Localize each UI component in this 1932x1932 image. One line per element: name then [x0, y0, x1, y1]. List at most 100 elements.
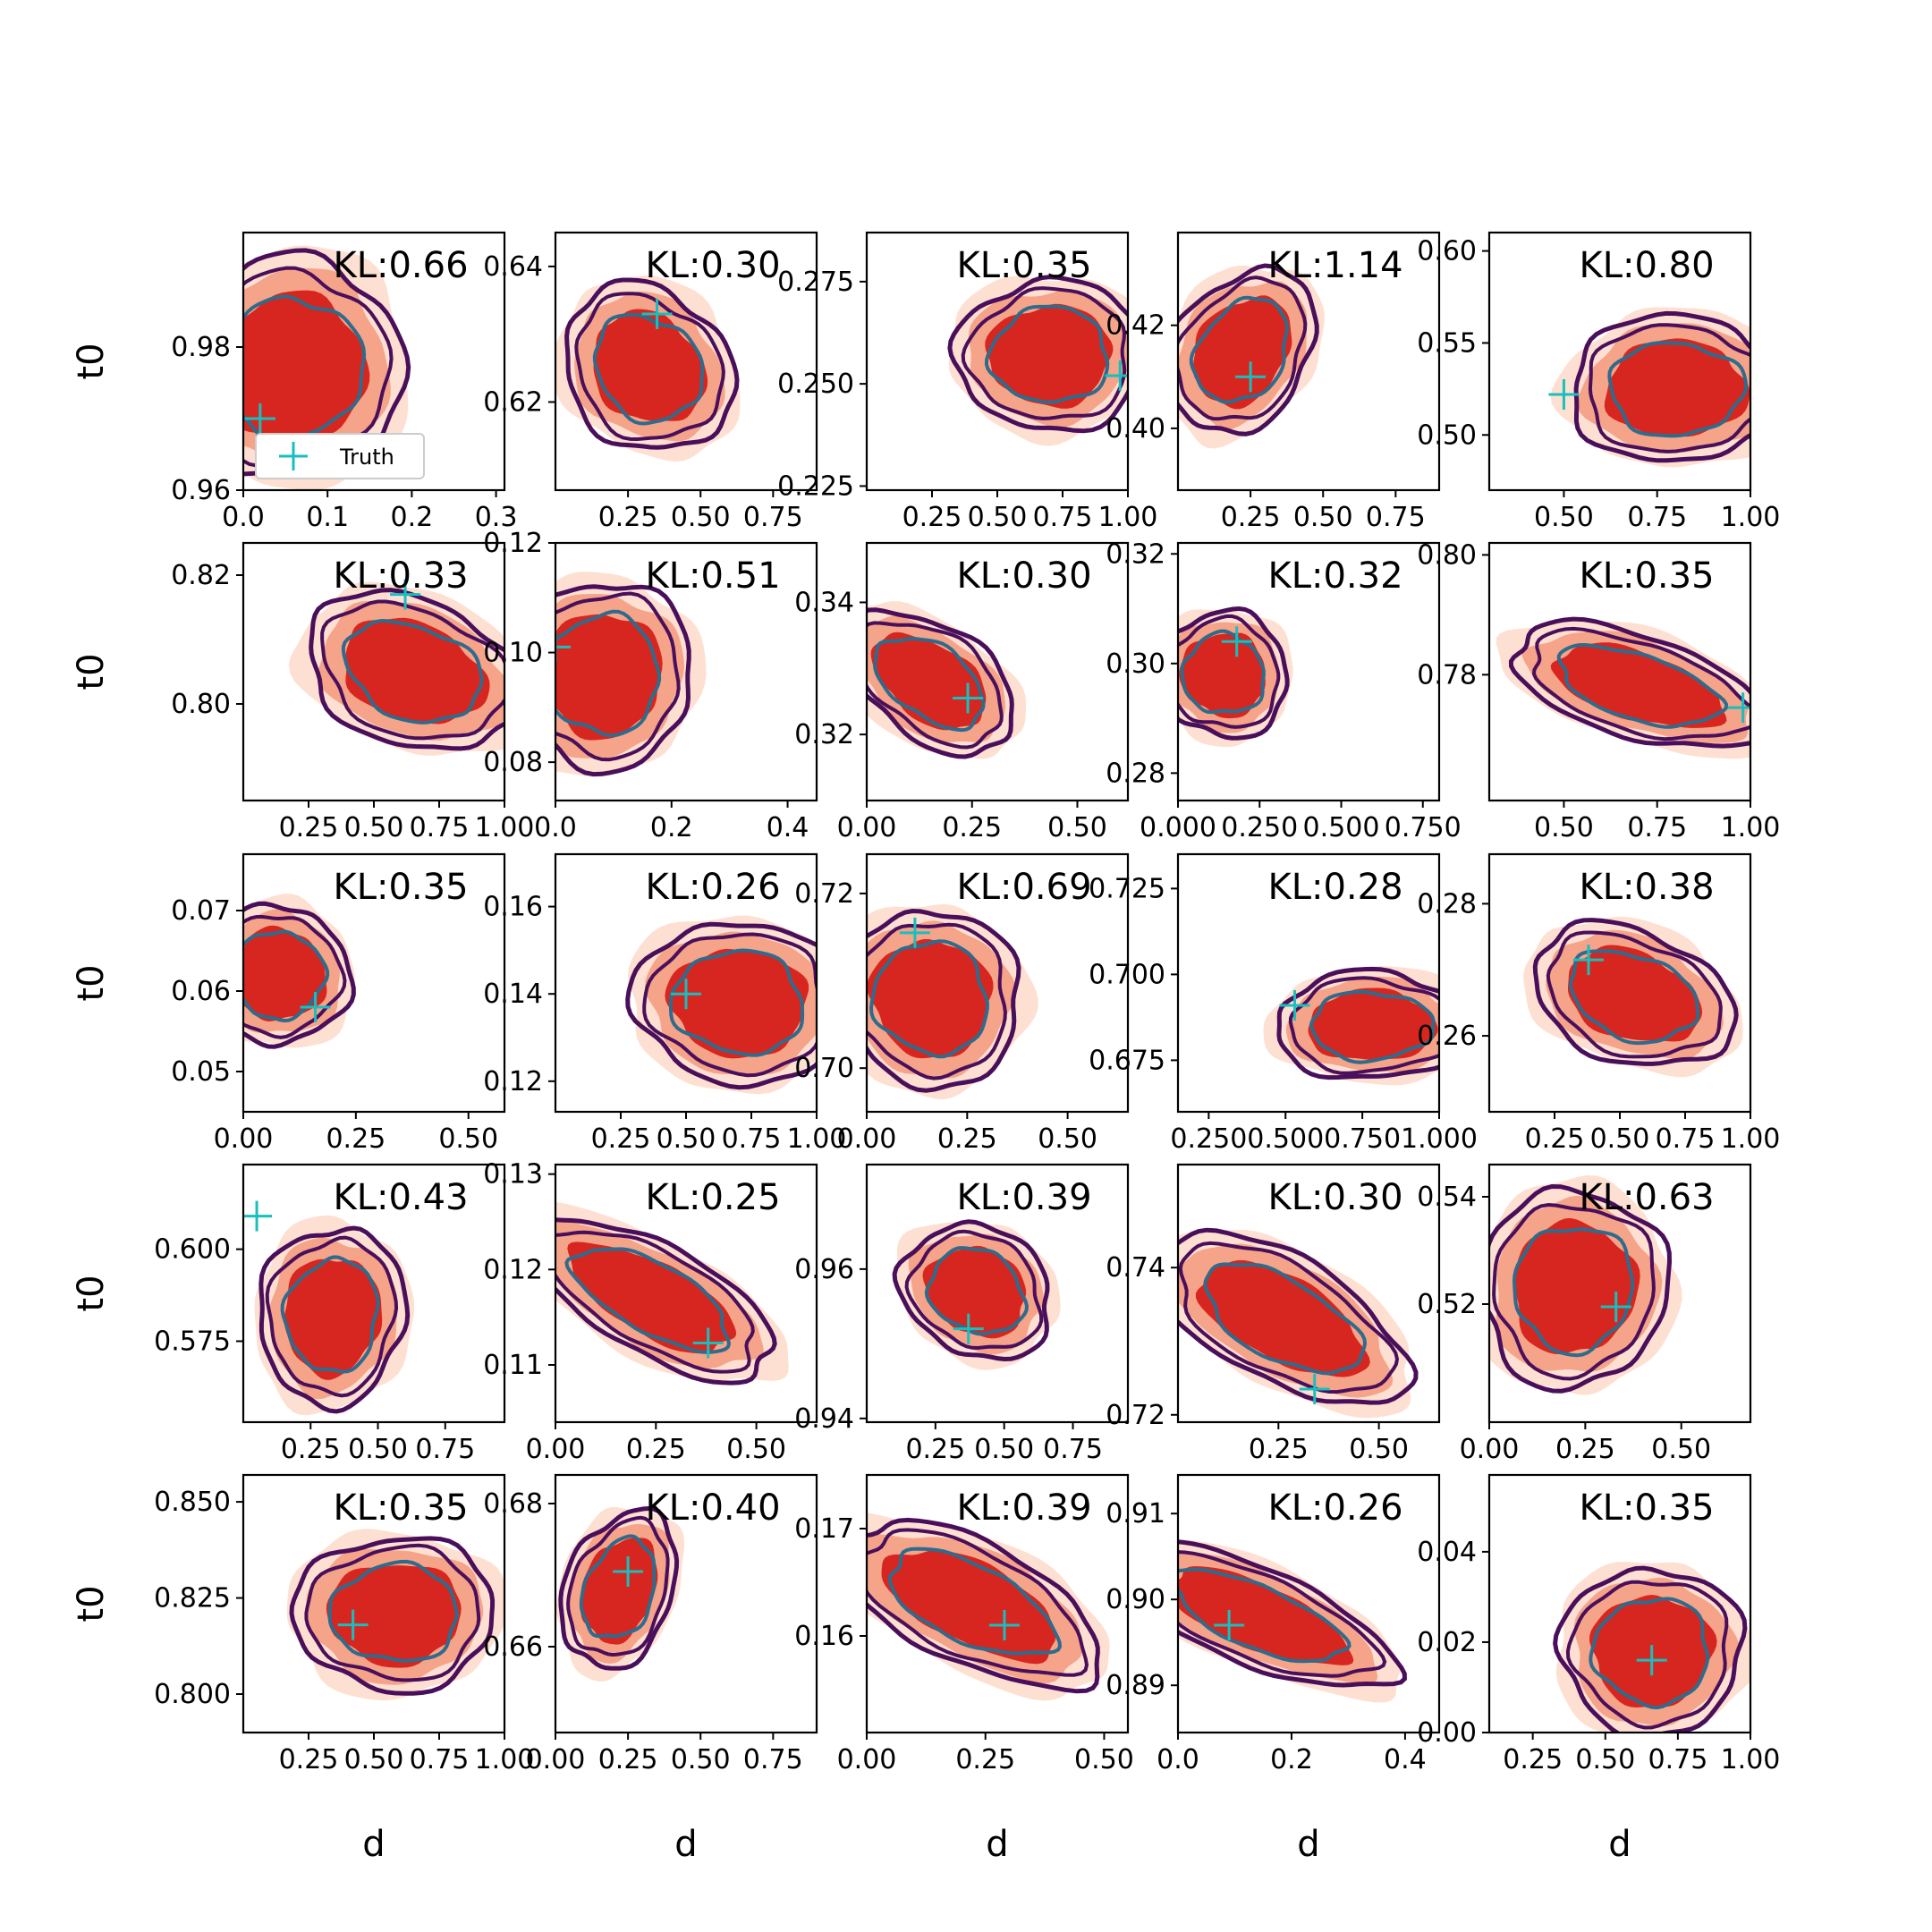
density-contours — [1178, 1539, 1407, 1703]
y-tick-label: 0.89 — [1106, 1670, 1165, 1701]
panel-16: 0.25 0.50 0.75 0.575 0.600 KL:0.43 — [154, 1163, 506, 1465]
panel-2: 0.25 0.50 0.75 0.62 0.64 KL:0.30 — [483, 231, 818, 533]
y-tick-label: 0.74 — [1106, 1252, 1165, 1284]
panel-23: 0.00 0.25 0.50 0.16 0.17 KL:0.39 — [794, 1473, 1134, 1775]
axis-labels: t0 t0 t0 t0 t0 d d d d d — [71, 343, 1631, 1865]
truth-marker — [1221, 626, 1252, 657]
density-fill-core — [243, 925, 327, 1021]
x-tick-label: 0.25 — [1555, 1434, 1615, 1465]
density-contours — [1548, 307, 1750, 468]
y-tick-label: 0.98 — [171, 332, 231, 363]
kl-annotation: KL:0.28 — [1267, 867, 1402, 908]
kl-annotation: KL:0.66 — [333, 245, 468, 286]
truth-marker — [1727, 692, 1750, 724]
panel-15: 0.25 0.50 0.75 1.00 0.26 0.28 KL:0.38 — [1417, 852, 1780, 1155]
contour-middle — [1178, 1241, 1400, 1394]
density-fill-core — [985, 303, 1114, 409]
y-tick-label: 0.54 — [1417, 1182, 1477, 1213]
contour-middle — [243, 915, 347, 1039]
axes-frame — [1176, 1473, 1441, 1734]
kl-annotation: KL:0.69 — [956, 867, 1091, 908]
y-tick-label: 0.96 — [794, 1254, 854, 1285]
y-tick-label: 0.675 — [1089, 1045, 1165, 1076]
x-tick-label: 0.000 — [1140, 812, 1216, 843]
truth-marker — [243, 1200, 273, 1232]
truth-marker — [1636, 1645, 1667, 1676]
density-contours — [243, 1200, 415, 1416]
contour-inner — [555, 609, 662, 738]
x-tick-label: 0.50 — [657, 1123, 716, 1155]
truth-marker — [555, 631, 571, 663]
density-contours — [947, 275, 1128, 446]
y-tick-label: 0.32 — [794, 719, 854, 750]
x-tick-label: 0.50 — [968, 502, 1028, 533]
y-tick-label: 0.82 — [171, 560, 231, 591]
contour-middle — [867, 1528, 1089, 1677]
density-contours — [867, 1513, 1110, 1701]
contour-inner — [668, 948, 805, 1057]
x-tick-label: 0.500 — [1247, 1123, 1324, 1155]
axes-frame — [1176, 852, 1441, 1114]
x-tick-label: 0.500 — [1303, 812, 1380, 843]
x-tick-label: 0.25 — [905, 1434, 965, 1465]
contour-inner — [924, 1246, 1030, 1336]
kl-annotation: KL:0.26 — [1267, 1487, 1402, 1529]
kl-annotation: KL:0.35 — [333, 1487, 468, 1529]
kl-annotation: KL:0.51 — [645, 555, 780, 597]
density-fill-core — [284, 1258, 383, 1380]
panel-19: 0.25 0.50 0.72 0.74 KL:0.30 — [1106, 1163, 1441, 1465]
kl-annotation: KL:0.30 — [645, 245, 780, 286]
x-tick-label: 0.25 — [1249, 1434, 1309, 1465]
y-axis-label: t0 — [71, 1585, 112, 1622]
x-tick-label: 0.25 — [1221, 502, 1281, 533]
contour-inner — [1556, 642, 1729, 729]
y-tick-label: 0.40 — [1106, 413, 1165, 445]
y-tick-label: 0.66 — [483, 1631, 543, 1663]
x-tick-label: 0.75 — [1648, 1744, 1707, 1775]
y-tick-label: 0.32 — [1106, 538, 1165, 570]
panel-3: 0.25 0.50 0.75 1.00 0.225 0.250 0.275 KL:0.35 — [777, 231, 1157, 533]
density-contours — [243, 894, 356, 1049]
y-tick-label: 0.30 — [1106, 648, 1165, 680]
density-contours — [555, 275, 741, 462]
contour-middle — [1178, 1550, 1387, 1678]
contour-outer — [309, 588, 504, 751]
x-tick-label: 0.50 — [1575, 1744, 1635, 1775]
y-tick-label: 0.600 — [154, 1234, 231, 1266]
y-tick-label: 0.00 — [1417, 1717, 1477, 1749]
contour-inner — [873, 637, 986, 733]
y-tick-label: 0.60 — [1417, 236, 1477, 267]
panel-21: 0.25 0.50 0.75 1.00 0.800 0.825 0.850 KL:0.35 — [154, 1473, 534, 1775]
density-contours — [892, 1219, 1061, 1370]
x-tick-label: 0.00 — [214, 1123, 274, 1155]
contour-outer — [1553, 1565, 1748, 1733]
y-tick-label: 0.07 — [171, 895, 231, 927]
truth-marker — [953, 682, 984, 714]
density-contours — [1178, 606, 1293, 748]
x-axis-label: d — [674, 1824, 697, 1865]
x-axis-label: d — [1297, 1824, 1319, 1865]
axes-frame — [1487, 541, 1752, 802]
x-tick-label: 0.750 — [1385, 812, 1462, 843]
kl-annotation: KL:0.26 — [645, 867, 780, 908]
contour-outer — [867, 908, 1021, 1093]
axes-frame — [865, 541, 1130, 802]
y-axis-label: t0 — [71, 653, 112, 690]
x-tick-label: 0.25 — [626, 1434, 686, 1465]
contour-outer — [555, 1217, 777, 1385]
contour-middle — [642, 932, 817, 1078]
truth-marker — [1279, 989, 1310, 1021]
y-tick-label: 0.725 — [1089, 873, 1165, 904]
density-fill-core — [1567, 945, 1703, 1042]
x-tick-label: 0.25 — [902, 502, 962, 533]
axes-frame — [1487, 1473, 1752, 1734]
y-tick-label: 0.06 — [171, 976, 231, 1007]
x-tick-label: 0.3 — [475, 502, 518, 533]
y-tick-label: 0.10 — [483, 638, 543, 669]
contour-outer — [555, 584, 691, 777]
panel-13: 0.00 0.25 0.50 0.70 0.72 KL:0.69 — [794, 852, 1130, 1155]
y-tick-label: 0.96 — [171, 475, 231, 506]
axes-frame — [242, 852, 506, 1114]
contour-outer — [867, 607, 1014, 759]
axes-frame — [865, 852, 1130, 1114]
